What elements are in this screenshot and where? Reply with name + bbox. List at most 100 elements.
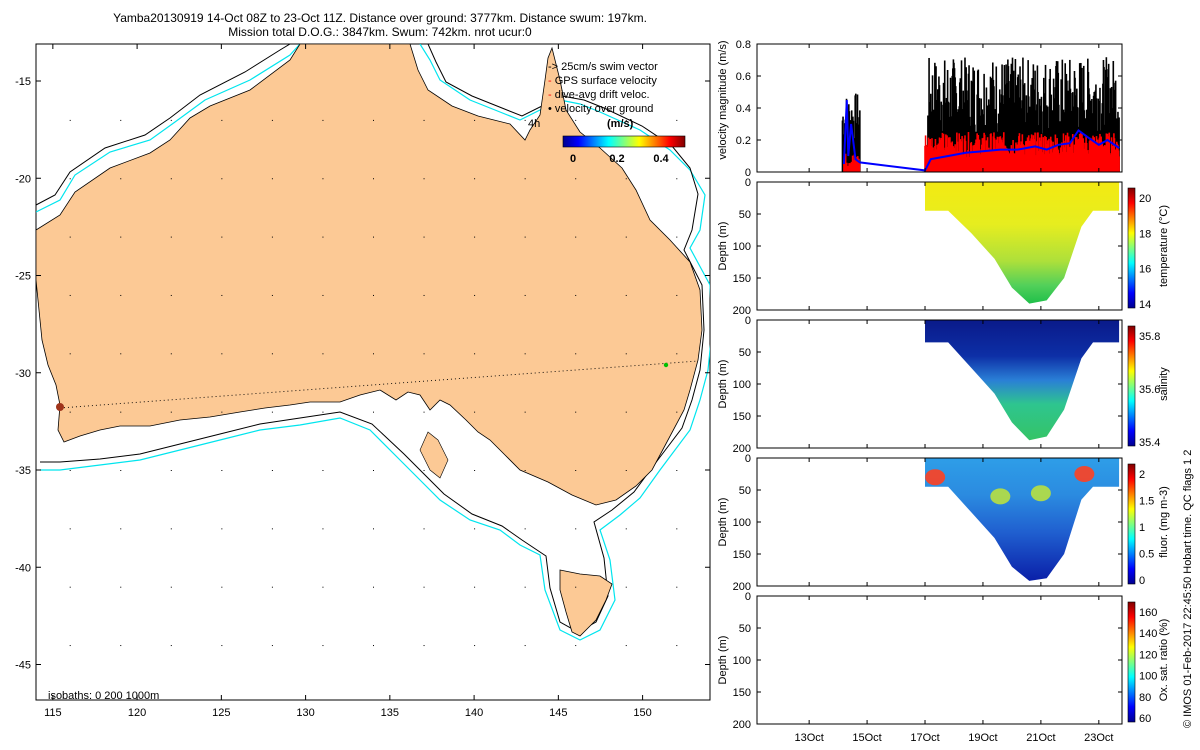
map-x-tick-label: 135 <box>381 707 399 719</box>
grid-dot <box>120 645 122 647</box>
grid-dot <box>120 411 122 413</box>
grid-dot <box>322 236 324 238</box>
grid-dot <box>120 178 122 180</box>
fluorescence-section <box>925 458 1120 581</box>
oxygen-saturation-colorbar-tick-label: 100 <box>1139 671 1157 683</box>
grid-dot <box>524 353 526 355</box>
grid-dot <box>221 470 223 471</box>
map-y-tick-label: -45 <box>15 660 31 672</box>
grid-dot <box>69 119 71 121</box>
grid-dot <box>69 294 71 296</box>
temperature-panel: 14 16 18 20 temperature (°C) <box>925 182 1170 311</box>
grid-dot <box>676 353 678 355</box>
grid-dot <box>373 294 374 296</box>
oxygen-saturation-colorbar-label: Ox. sat. ratio (%) <box>1158 619 1170 702</box>
oxygen-saturation-y-tick-label: 100 <box>733 655 751 667</box>
grid-dot <box>170 119 172 121</box>
salinity-y-tick-label: 100 <box>733 379 751 391</box>
grid-dot <box>271 470 273 471</box>
salinity-y-tick-label: 0 <box>745 315 751 327</box>
grid-dot <box>322 528 324 530</box>
grid-dot <box>120 528 122 530</box>
map-y-tick-label: -20 <box>15 173 31 185</box>
grid-dot <box>575 411 577 413</box>
grid-dot <box>676 470 678 471</box>
map-y-tick-label: -35 <box>15 465 31 477</box>
grid-dot <box>170 353 172 355</box>
fluorescence-colorbar-tick-label: 0.5 <box>1139 549 1154 561</box>
grid-dot <box>373 645 374 647</box>
map-colorbar-tick-label: 0 <box>570 153 576 165</box>
oxygen-saturation-colorbar-tick-label: 80 <box>1139 692 1151 704</box>
grid-dot <box>271 178 273 180</box>
grid-dot <box>625 119 627 121</box>
grid-dot <box>69 528 71 530</box>
oxygen-saturation-y-tick-label: 0 <box>745 591 751 603</box>
grid-dot <box>423 236 425 238</box>
map-y-axis: -15 -20 -25 -30 -35 -40 -45 <box>15 76 710 672</box>
x-tick-label: 19Oct <box>968 732 997 744</box>
temperature-y-axis-label: Depth (m) <box>717 222 729 271</box>
grid-dot <box>524 119 526 121</box>
salinity-y-tick-label: 200 <box>733 443 751 455</box>
grid-dot <box>373 528 374 530</box>
grid-dot <box>423 411 425 413</box>
grid-dot <box>221 586 223 588</box>
grid-dot <box>474 528 476 530</box>
grid-dot <box>524 236 526 238</box>
grid-dot <box>322 353 324 355</box>
grid-dot <box>170 236 172 238</box>
map-grid-dots <box>69 119 678 647</box>
grid-dot <box>524 470 526 471</box>
kangaroo-island <box>419 431 449 479</box>
temperature-y-tick-label: 100 <box>733 241 751 253</box>
x-tick-label: 21Oct <box>1026 732 1055 744</box>
legend-item-swim-vector: -> 25cm/s swim vector <box>548 61 658 73</box>
oxygen-saturation-y-tick-label: 50 <box>739 623 751 635</box>
grid-dot <box>575 294 577 296</box>
grid-dot <box>676 294 678 296</box>
grid-dot <box>423 645 425 647</box>
figure-title-line-2: Mission total D.O.G.: 3847km. Swum: 742k… <box>228 25 532 39</box>
grid-dot <box>575 119 577 121</box>
grid-dot <box>221 353 223 355</box>
fluorescence-hotspot <box>1030 485 1051 502</box>
grid-dot <box>221 178 223 180</box>
oxygen-saturation-colorbar-tick-label: 140 <box>1139 628 1157 640</box>
grid-dot <box>625 236 627 238</box>
salinity-colorbar-tick-label: 35.4 <box>1139 437 1160 449</box>
grid-dot <box>373 470 374 471</box>
grid-dot <box>322 411 324 413</box>
fluorescence-hotspot <box>990 488 1011 505</box>
map-x-tick-label: 130 <box>296 707 314 719</box>
grid-dot <box>221 528 223 530</box>
map-colorbar-tick-label: 0.4 <box>653 153 669 165</box>
grid-dot <box>322 119 324 121</box>
fluorescence-y-axis-label: Depth (m) <box>717 498 729 547</box>
grid-dot <box>474 236 476 238</box>
grid-dot <box>625 353 627 355</box>
grid-dot <box>373 178 374 180</box>
grid-dot <box>423 528 425 530</box>
temperature-y-tick-label: 0 <box>745 177 751 189</box>
x-tick-label: 23Oct <box>1084 732 1113 744</box>
map-x-axis: 115 120 125 130 135 140 145 150 <box>44 44 652 719</box>
oxygen-saturation-y-tick-label: 150 <box>733 687 751 699</box>
salinity-panel: 35.4 35.6 35.8 salinity <box>925 320 1170 449</box>
grid-dot <box>69 178 71 180</box>
grid-dot <box>423 353 425 355</box>
salinity-y-tick-label: 150 <box>733 411 751 423</box>
grid-dot <box>575 470 577 471</box>
salinity-colorbar <box>1127 325 1136 447</box>
grid-dot <box>676 528 678 530</box>
oxygen-saturation-colorbar-tick-label: 160 <box>1139 607 1157 619</box>
grid-dot <box>423 178 425 180</box>
grid-dot <box>474 294 476 296</box>
swim-velocity-line <box>842 99 1120 172</box>
grid-dot <box>170 178 172 180</box>
isobath-1000m-line <box>36 44 710 641</box>
grid-dot <box>69 645 71 647</box>
legend-item-velocity-over-ground: • velocity over ground <box>548 103 653 115</box>
grid-dot <box>625 470 627 471</box>
salinity-colorbar-tick-label: 35.8 <box>1139 331 1160 343</box>
